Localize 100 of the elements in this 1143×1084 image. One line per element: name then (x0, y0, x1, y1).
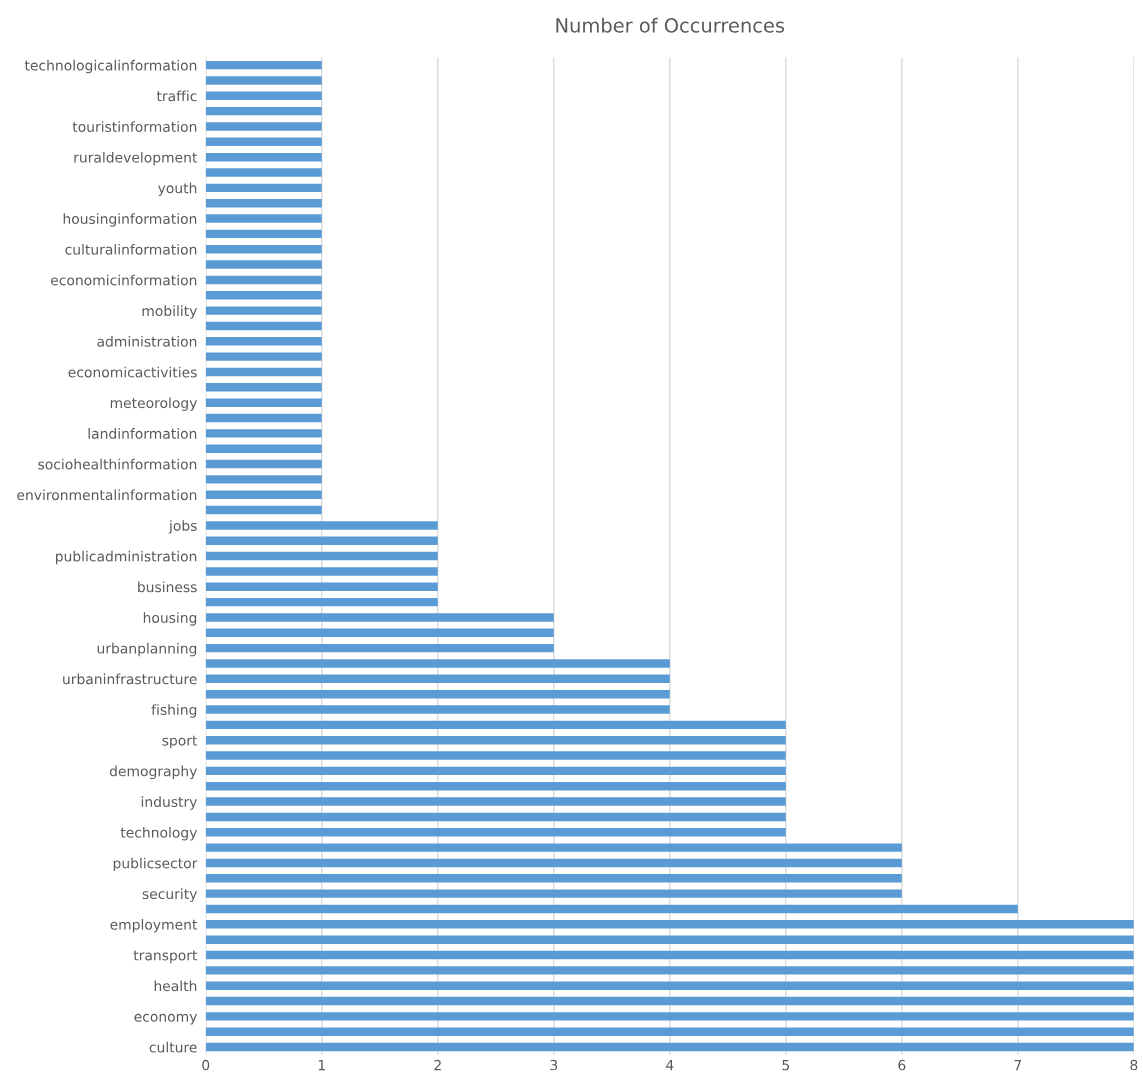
bar (205, 966, 1134, 975)
y-tick-label: jobs (168, 520, 197, 534)
y-tick-label: administration (97, 336, 197, 347)
y-tick-label: economy (134, 1013, 197, 1025)
bar (205, 597, 438, 607)
bar (205, 766, 786, 776)
bar (205, 275, 322, 285)
y-tick-label: technology (120, 826, 197, 841)
bar (205, 198, 322, 208)
bar (205, 413, 322, 423)
x-tick-label: 1 (318, 1060, 325, 1071)
y-tick-label: meteorology (110, 397, 197, 411)
bar (205, 1012, 1134, 1021)
bar (205, 367, 322, 377)
bar (205, 122, 322, 131)
y-tick-label: housinginformation (63, 213, 197, 227)
bar (205, 904, 1018, 914)
y-tick-label: environmentalinformation (17, 489, 197, 501)
x-tick-label: 8 (1130, 1059, 1138, 1071)
chart-title: Number of Occurrences (556, 17, 785, 33)
bar (205, 152, 322, 162)
bar (205, 1027, 1134, 1036)
bar (205, 214, 322, 223)
bar (205, 812, 786, 822)
bar (205, 321, 322, 331)
bar (205, 996, 1134, 1006)
bar (205, 168, 322, 177)
y-tick-label: touristinformation (72, 121, 197, 132)
bar (205, 920, 1134, 929)
bar (205, 828, 786, 837)
bar (205, 429, 322, 438)
bar (205, 720, 786, 730)
bar (205, 306, 322, 315)
y-tick-label: ruraldevelopment (74, 151, 198, 166)
bar (205, 567, 438, 576)
y-tick-label: culturalinformation (65, 243, 197, 255)
y-tick-label: culture (149, 1041, 197, 1053)
y-tick-label: youth (158, 182, 197, 197)
bar (205, 797, 786, 806)
bar (205, 245, 322, 254)
bar (205, 643, 554, 653)
bar (205, 874, 902, 883)
bar (205, 950, 1134, 960)
y-tick-label: fishing (151, 704, 197, 718)
bar (205, 383, 322, 392)
y-tick-label: landinformation (88, 428, 197, 439)
y-tick-label: traffic (156, 90, 197, 102)
bar (205, 60, 322, 70)
bar (205, 751, 786, 760)
bar (205, 260, 322, 269)
y-tick-label: industry (141, 796, 197, 810)
bar (205, 137, 322, 147)
bar (205, 475, 322, 484)
y-tick-label: business (138, 581, 197, 593)
bar (205, 705, 670, 714)
bar (205, 659, 670, 668)
bar (205, 91, 322, 101)
bar (205, 843, 902, 852)
bar (205, 76, 322, 85)
y-tick-label: urbaninfrastructure (63, 673, 197, 685)
bar (205, 889, 902, 898)
y-tick-label: employment (110, 919, 198, 933)
bar (205, 536, 438, 545)
y-tick-label: economicinformation (51, 274, 197, 286)
x-tick-label: 2 (434, 1059, 441, 1071)
bar (205, 582, 438, 591)
bar (205, 521, 438, 530)
y-tick-label: economicactivities (68, 366, 197, 378)
y-tick-label: publicadministration (56, 550, 197, 565)
bar (205, 183, 322, 193)
bar (205, 981, 1134, 990)
x-tick-label: 3 (550, 1059, 558, 1071)
y-tick-label: transport (133, 950, 198, 964)
bar (205, 613, 554, 622)
bar (205, 935, 1134, 944)
y-tick-label: publicsector (113, 857, 198, 872)
y-tick-label: housing (143, 612, 197, 626)
bar (205, 505, 322, 515)
y-tick-label: urbanplanning (97, 642, 197, 657)
bar (205, 1042, 1134, 1052)
bar (205, 106, 322, 116)
bar (205, 689, 670, 699)
x-tick-label: 0 (202, 1059, 210, 1071)
bar (205, 490, 322, 499)
y-tick-label: technologicalinformation (24, 59, 197, 74)
y-tick-label: sociohealthinformation (38, 458, 197, 470)
bar (205, 735, 786, 745)
bar (205, 398, 322, 407)
bar (205, 352, 322, 361)
y-tick-label: mobility (142, 305, 197, 319)
bar (205, 291, 322, 300)
bar (205, 551, 438, 561)
bar (205, 444, 322, 453)
bar (205, 337, 322, 346)
bar (205, 459, 322, 469)
y-tick-label: health (154, 980, 197, 992)
x-tick-label: 7 (1014, 1060, 1022, 1071)
y-tick-label: security (142, 888, 197, 902)
bar (205, 858, 902, 868)
y-tick-label: sport (162, 735, 198, 749)
